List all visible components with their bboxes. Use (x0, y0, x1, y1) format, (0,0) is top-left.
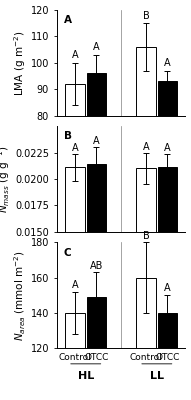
Bar (87, 297, 106, 348)
Bar (136, 278, 156, 348)
Text: C: C (64, 248, 71, 258)
Bar (87, 164, 106, 232)
Y-axis label: $N_{mass}$ (g g$^{-1}$): $N_{mass}$ (g g$^{-1}$) (0, 146, 12, 212)
Text: A: A (164, 58, 171, 68)
Bar (65, 313, 85, 348)
Text: A: A (72, 280, 78, 290)
Text: A: A (72, 142, 78, 152)
Y-axis label: $N_{area}$ (mmol m$^{-2}$): $N_{area}$ (mmol m$^{-2}$) (12, 250, 28, 341)
Bar (136, 47, 156, 116)
Text: A: A (72, 50, 78, 60)
Text: B: B (64, 132, 72, 142)
Bar (65, 167, 85, 232)
Text: A: A (93, 42, 100, 52)
Y-axis label: LMA (g m$^{-2}$): LMA (g m$^{-2}$) (12, 30, 28, 96)
Text: B: B (143, 231, 150, 241)
Text: AB: AB (90, 260, 103, 270)
Bar (87, 73, 106, 116)
Bar (158, 81, 177, 116)
Text: A: A (143, 142, 150, 152)
Text: A: A (64, 15, 72, 25)
Bar (158, 167, 177, 232)
Text: A: A (93, 136, 100, 146)
Text: LL: LL (150, 371, 164, 381)
Text: HL: HL (78, 371, 94, 381)
Text: B: B (143, 10, 150, 20)
Bar (136, 168, 156, 232)
Bar (158, 313, 177, 348)
Bar (65, 84, 85, 116)
Text: A: A (164, 142, 171, 152)
Text: A: A (164, 284, 171, 294)
